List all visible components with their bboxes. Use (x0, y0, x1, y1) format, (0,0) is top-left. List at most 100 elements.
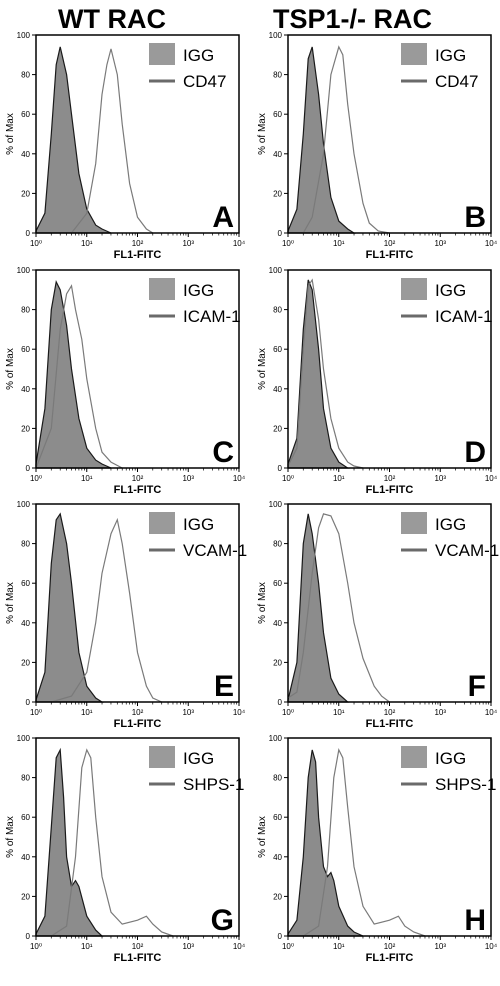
legend-label-b: IGG (435, 46, 466, 65)
y-tick-label-a: 0 (26, 229, 31, 238)
histogram-igg-a (35, 46, 112, 234)
x-axis-label-a: FL1-FITC (114, 249, 162, 261)
y-axis-label-b: % of Max (257, 113, 268, 155)
x-tick-label-d: 10¹ (333, 474, 345, 483)
y-tick-label-f: 60 (273, 579, 282, 588)
histogram-igg-c (35, 280, 112, 469)
x-tick-label-g: 10² (132, 942, 144, 951)
legend-label-h: IGG (435, 749, 466, 768)
legend-swatch-g (149, 746, 175, 768)
y-tick-label-f: 20 (273, 658, 282, 667)
x-tick-label-d: 10⁴ (485, 474, 498, 483)
x-tick-label-f: 10² (384, 708, 396, 717)
x-tick-label-f: 10⁴ (485, 708, 498, 717)
histogram-igg-g (35, 747, 104, 937)
histogram-shps-1-g (50, 748, 174, 937)
x-tick-label-e: 10² (132, 708, 144, 717)
x-tick-label-h: 10⁰ (282, 942, 294, 951)
legend-swatch-c (149, 278, 175, 300)
x-axis-label-h: FL1-FITC (366, 952, 414, 964)
x-tick-label-g: 10⁴ (233, 942, 246, 951)
y-tick-label-g: 20 (21, 892, 30, 901)
x-tick-label-b: 10² (384, 239, 396, 248)
y-tick-label-c: 0 (26, 464, 31, 473)
y-tick-label-c: 20 (21, 424, 30, 433)
x-tick-label-g: 10⁰ (30, 942, 42, 951)
y-tick-label-h: 60 (273, 813, 282, 822)
legend-label-c: ICAM-1 (183, 307, 241, 326)
y-tick-label-d: 60 (273, 345, 282, 354)
legend-label-d: ICAM-1 (435, 307, 493, 326)
y-axis-label-c: % of Max (5, 348, 16, 390)
x-tick-label-c: 10⁴ (233, 474, 246, 483)
histogram-igg-f (287, 513, 350, 703)
x-tick-label-c: 10¹ (81, 474, 93, 483)
x-tick-label-e: 10⁴ (233, 708, 246, 717)
column-header-wt-rac: WT RAC (58, 4, 166, 34)
panel-c: 0 20 40 60 80 100 10⁰ 10¹ 10² 10³ 10⁴ FL1-FITC % of … (5, 266, 246, 496)
column-header-tsp1-rac: TSP1-/- RAC (273, 4, 433, 34)
x-tick-label-h: 10³ (434, 942, 446, 951)
y-tick-label-g: 100 (17, 734, 31, 743)
panel-e: 0 20 40 60 80 100 10⁰ 10¹ 10² 10³ 10⁴ FL1-FITC % of … (5, 500, 247, 730)
x-tick-label-g: 10¹ (81, 942, 93, 951)
x-tick-label-b: 10⁴ (485, 239, 498, 248)
legend-label-c: IGG (183, 281, 214, 300)
x-axis-label-c: FL1-FITC (114, 484, 162, 496)
panel-h: 0 20 40 60 80 100 10⁰ 10¹ 10² 10³ 10⁴ FL1-FITC % of … (257, 734, 498, 964)
histogram-vcam-1-e (51, 517, 162, 703)
panel-g: 0 20 40 60 80 100 10⁰ 10¹ 10² 10³ 10⁴ FL1-FITC % of … (5, 734, 246, 964)
x-tick-label-d: 10² (384, 474, 396, 483)
y-tick-label-g: 80 (21, 774, 30, 783)
x-tick-label-h: 10⁴ (485, 942, 498, 951)
y-axis-label-a: % of Max (5, 113, 16, 155)
histogram-icam-1-c (35, 284, 123, 469)
x-tick-label-c: 10⁰ (30, 474, 42, 483)
legend-swatch-e (149, 512, 175, 534)
y-tick-label-b: 100 (269, 31, 283, 40)
legend-swatch-b (401, 43, 427, 65)
panel-letter-e: E (214, 670, 234, 703)
y-tick-label-d: 100 (269, 266, 283, 275)
y-axis-label-e: % of Max (5, 582, 16, 624)
y-tick-label-b: 0 (278, 229, 283, 238)
y-tick-label-b: 40 (273, 150, 282, 159)
x-tick-label-d: 10⁰ (282, 474, 294, 483)
y-tick-label-e: 0 (26, 698, 31, 707)
y-tick-label-a: 60 (21, 110, 30, 119)
legend-swatch-a (149, 43, 175, 65)
x-tick-label-b: 10³ (434, 239, 446, 248)
histogram-igg-e (35, 512, 105, 703)
y-tick-label-b: 80 (273, 71, 282, 80)
y-tick-label-d: 40 (273, 385, 282, 394)
legend-label-a: CD47 (183, 72, 226, 91)
x-tick-label-f: 10⁰ (282, 708, 294, 717)
legend-label-f: IGG (435, 515, 466, 534)
y-tick-label-h: 0 (278, 932, 283, 941)
y-tick-label-f: 100 (269, 500, 283, 509)
y-tick-label-e: 20 (21, 658, 30, 667)
x-tick-label-g: 10³ (182, 942, 194, 951)
legend-swatch-f (401, 512, 427, 534)
y-tick-label-d: 20 (273, 424, 282, 433)
histogram-cd47-b (302, 45, 390, 234)
y-tick-label-g: 60 (21, 813, 30, 822)
x-tick-label-e: 10³ (182, 708, 194, 717)
panel-letter-h: H (464, 904, 486, 937)
y-tick-label-h: 80 (273, 774, 282, 783)
histogram-igg-b (287, 46, 357, 234)
panel-letter-g: G (211, 904, 234, 937)
x-tick-label-d: 10³ (434, 474, 446, 483)
x-tick-label-e: 10¹ (81, 708, 93, 717)
x-tick-label-a: 10³ (182, 239, 194, 248)
x-tick-label-a: 10¹ (81, 239, 93, 248)
y-axis-label-g: % of Max (5, 816, 16, 858)
panel-f: 0 20 40 60 80 100 10⁰ 10¹ 10² 10³ 10⁴ FL1-FITC % of … (257, 500, 499, 730)
y-axis-label-h: % of Max (257, 816, 268, 858)
histogram-icam-1-d (287, 278, 364, 469)
y-axis-label-d: % of Max (257, 348, 268, 390)
legend-label-g: IGG (183, 749, 214, 768)
panel-letter-f: F (468, 670, 486, 703)
legend-label-a: IGG (183, 46, 214, 65)
